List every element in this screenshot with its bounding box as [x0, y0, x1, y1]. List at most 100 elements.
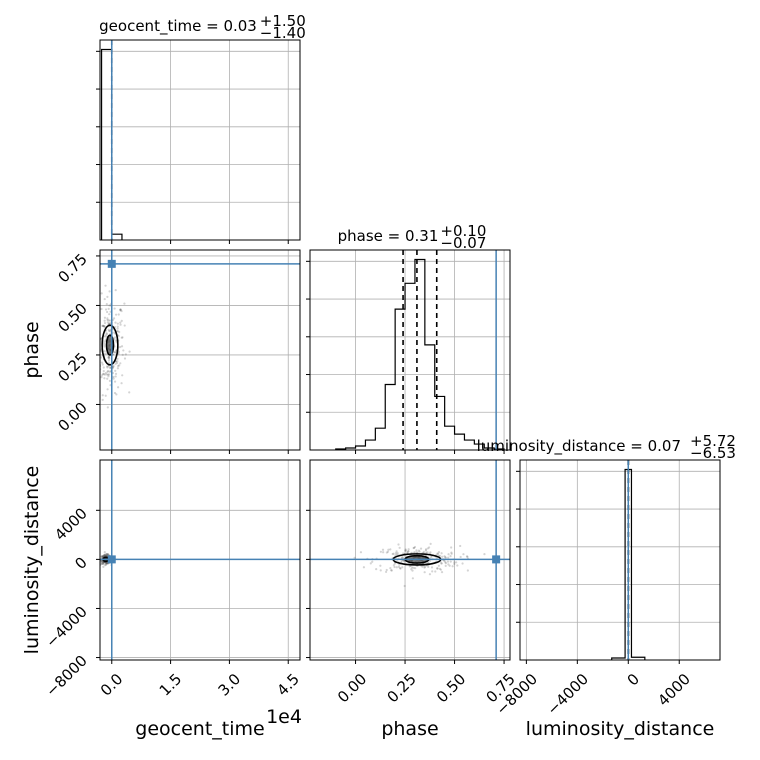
sample-point: [449, 560, 452, 563]
x-tick-label: 0: [624, 670, 643, 689]
sample-point: [116, 330, 120, 333]
sample-point: [103, 377, 106, 380]
sample-point: [407, 550, 410, 553]
sample-point: [103, 554, 106, 557]
sample-point: [424, 548, 428, 551]
sample-point: [108, 357, 111, 360]
sample-point: [128, 391, 131, 394]
histogram-geocent_time: [96, 39, 301, 244]
sample-point: [113, 336, 117, 339]
sample-point: [466, 569, 469, 572]
sample-point: [107, 359, 111, 362]
sample-point: [411, 569, 414, 572]
sample-point: [421, 565, 424, 568]
sample-point: [95, 361, 97, 363]
sample-point: [100, 559, 103, 563]
sample-point: [444, 564, 447, 567]
sample-point: [102, 324, 105, 328]
sample-point: [119, 362, 122, 365]
sample-point: [93, 319, 95, 321]
sample-point: [105, 554, 108, 557]
sample-point: [404, 549, 407, 552]
x-tick-label: 0.25: [383, 670, 419, 706]
sample-point: [429, 542, 432, 545]
sample-point: [103, 297, 106, 301]
sample-point: [102, 555, 105, 558]
sample-point: [112, 364, 115, 368]
sample-point: [104, 563, 108, 566]
y-tick-label: −4000: [42, 603, 91, 652]
sample-point: [107, 307, 110, 310]
sample-point: [101, 560, 104, 564]
sample-point: [97, 338, 99, 340]
sample-point: [381, 548, 385, 551]
title-lower-error: −0.07: [440, 234, 486, 252]
sample-point: [113, 380, 117, 383]
sample-point: [105, 562, 109, 565]
sample-point: [395, 566, 398, 569]
sample-point: [106, 553, 109, 556]
sample-point: [119, 308, 122, 311]
density-contour: [101, 324, 119, 366]
sample-point: [101, 555, 105, 558]
sample-point: [104, 284, 107, 287]
sample-point: [105, 553, 108, 557]
sample-point: [107, 373, 111, 376]
sample-point: [440, 562, 443, 565]
sample-point: [362, 566, 366, 569]
sample-point: [101, 324, 104, 328]
sample-point: [456, 564, 459, 567]
sample-point: [430, 555, 433, 559]
sample-point: [104, 394, 107, 397]
sample-point: [114, 313, 118, 316]
sample-point: [101, 394, 104, 397]
sample-point: [391, 552, 394, 556]
sample-point: [394, 551, 397, 555]
sample-point: [104, 372, 107, 375]
sample-point: [105, 332, 108, 335]
sample-point: [403, 584, 406, 588]
sample-point: [104, 352, 107, 355]
sample-point: [101, 561, 104, 564]
sample-point: [106, 370, 109, 373]
sample-point: [101, 555, 104, 558]
sample-point: [116, 357, 119, 360]
sample-point: [122, 349, 125, 352]
sample-point: [123, 324, 126, 327]
sample-point: [101, 562, 104, 566]
sample-point: [412, 566, 415, 570]
sample-point: [106, 310, 109, 314]
sample-point: [107, 356, 110, 359]
y-tick-label: 4000: [51, 504, 91, 544]
sample-point: [407, 548, 410, 551]
sample-point: [102, 554, 106, 557]
sample-point: [107, 553, 110, 556]
sample-point: [483, 553, 486, 556]
sample-point: [379, 564, 382, 567]
sample-point: [447, 553, 450, 556]
sample-point: [439, 568, 443, 571]
sample-point: [106, 317, 109, 320]
sample-point: [105, 552, 108, 556]
x-axis-label: luminosity_distance: [526, 718, 715, 740]
sample-point: [422, 550, 425, 553]
sample-point: [103, 319, 106, 322]
sample-point: [95, 346, 97, 348]
sample-point: [459, 555, 462, 559]
sample-point: [437, 551, 441, 554]
panel-border: [99, 459, 301, 661]
sample-point: [103, 316, 107, 319]
sample-point: [107, 375, 110, 378]
sample-point: [88, 338, 90, 340]
sample-point: [113, 391, 117, 395]
sample-point: [107, 356, 110, 360]
sample-point: [402, 552, 405, 555]
sample-point: [94, 364, 96, 366]
sample-point: [100, 307, 103, 311]
panel-border: [309, 249, 511, 451]
sample-point: [412, 546, 415, 550]
sample-point: [436, 552, 440, 555]
sample-point: [404, 548, 407, 551]
sample-point: [413, 551, 416, 554]
sample-point: [106, 377, 109, 380]
